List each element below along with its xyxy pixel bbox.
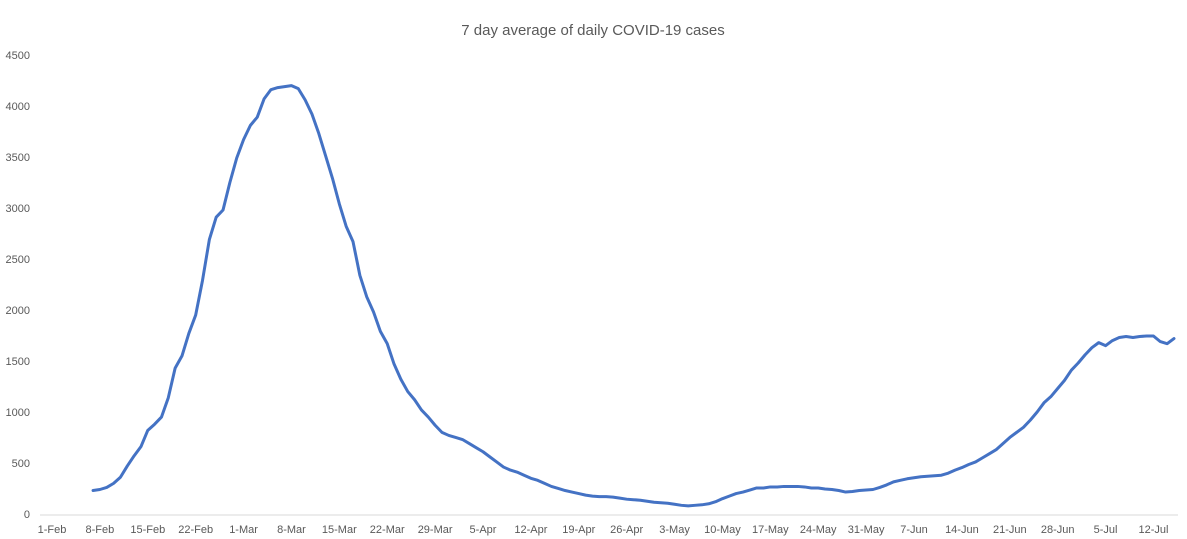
y-tick-label: 3500 [6,152,30,164]
data-line [91,84,1176,508]
x-tick-label: 17-May [752,524,789,536]
x-tick-label: 31-May [848,524,885,536]
x-tick-label: 28-Jun [1041,524,1075,536]
chart-title: 7 day average of daily COVID-19 cases [461,22,724,39]
x-tick-label: 19-Apr [562,524,595,536]
x-tick-label: 1-Feb [38,524,67,536]
y-tick-label: 2000 [6,305,30,317]
x-tick-label: 15-Mar [322,524,357,536]
x-tick-label: 26-Apr [610,524,643,536]
x-tick-label: 8-Mar [277,524,306,536]
x-tick-label: 22-Mar [370,524,405,536]
x-tick-label: 21-Jun [993,524,1027,536]
x-tick-label: 1-Mar [229,524,258,536]
x-tick-label: 15-Feb [130,524,165,536]
y-tick-label: 2500 [6,254,30,266]
x-tick-label: 24-May [800,524,837,536]
y-tick-label: 1500 [6,356,30,368]
y-tick-label: 4500 [6,50,30,62]
y-tick-label: 500 [12,458,30,470]
y-tick-label: 4000 [6,101,30,113]
x-tick-label: 8-Feb [86,524,115,536]
x-tick-label: 5-Apr [470,524,497,536]
y-tick-label: 1000 [6,407,30,419]
y-tick-label: 0 [24,509,30,521]
x-tick-label: 3-May [659,524,690,536]
x-tick-label: 10-May [704,524,741,536]
x-tick-label: 12-Jul [1138,524,1168,536]
x-tick-label: 22-Feb [178,524,213,536]
x-tick-label: 5-Jul [1094,524,1118,536]
x-tick-label: 14-Jun [945,524,979,536]
x-tick-label: 12-Apr [514,524,547,536]
x-tick-label: 7-Jun [900,524,928,536]
y-tick-label: 3000 [6,203,30,215]
x-tick-label: 29-Mar [418,524,453,536]
